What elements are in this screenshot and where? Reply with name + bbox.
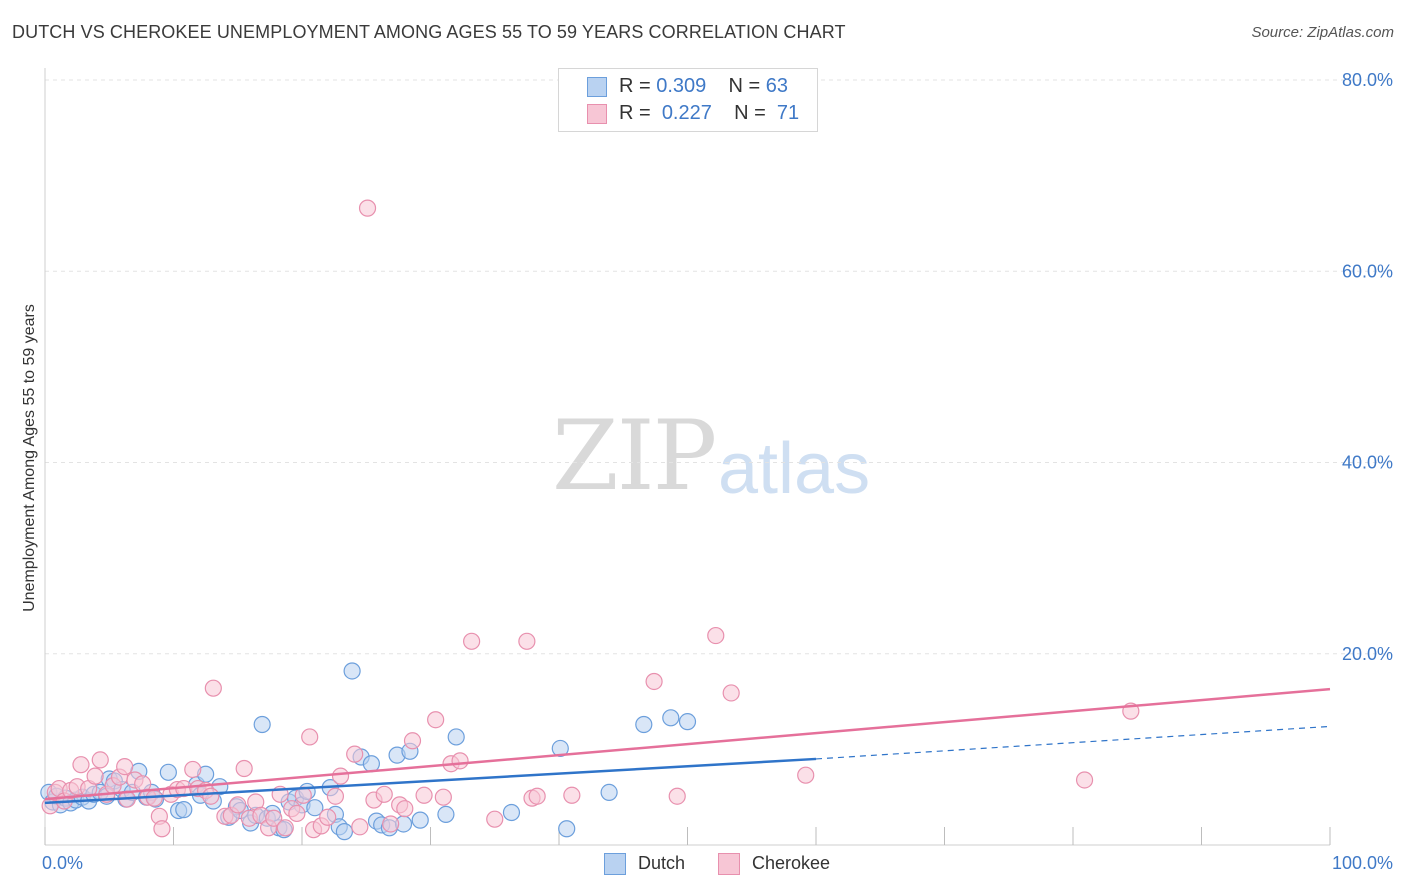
legend-n-label: N = [734, 102, 772, 124]
dutch-point [159, 763, 177, 781]
legend-n-value-dutch: 63 [765, 75, 789, 97]
cherokee-point [415, 786, 433, 804]
cherokee-point [668, 787, 686, 805]
series-legend-label-dutch: Dutch [638, 853, 686, 873]
cherokee-point [72, 756, 90, 774]
legend-swatch-dutch [587, 77, 607, 97]
dutch-point [678, 713, 697, 731]
cherokee-point [518, 632, 536, 650]
dutch-point [175, 801, 193, 819]
cherokee-point [434, 788, 452, 806]
x-tick-label: 0.0% [42, 853, 83, 873]
cherokee-trend-line [44, 687, 1331, 801]
cherokee-point [288, 804, 306, 823]
y-axis-label: Unemployment Among Ages 55 to 59 years [21, 304, 38, 612]
y-tick-label: 80.0% [1342, 70, 1393, 90]
series-swatch-cherokee [718, 853, 740, 875]
cherokee-point [396, 800, 414, 818]
cherokee-point [276, 819, 294, 837]
cherokee-point [707, 626, 725, 645]
cherokee-point [184, 760, 202, 779]
dutch-point [447, 728, 465, 746]
legend-n-value-cherokee: 71 [776, 102, 800, 124]
cherokee-point [486, 810, 504, 828]
legend-r-label: R = [619, 102, 657, 124]
cherokee-point [265, 809, 283, 827]
cherokee-point [91, 751, 109, 769]
correlation-legend: R = 0.309 N = 63 R = 0.227 N = 71 [558, 68, 818, 132]
cherokee-point [229, 796, 247, 814]
x-tick-label: 100.0% [1332, 853, 1393, 873]
dutch-point [437, 805, 455, 824]
cherokee-point [1075, 771, 1094, 789]
source-credit: Source: ZipAtlas.com [1251, 24, 1394, 41]
cherokee-point [319, 808, 337, 826]
cherokee-point [235, 759, 253, 778]
dutch-point [600, 783, 618, 802]
watermark-atlas: atlas [718, 429, 871, 509]
y-tick-label: 20.0% [1342, 644, 1393, 664]
watermark-zip: ZIP [552, 400, 717, 512]
cherokee-point [331, 767, 350, 785]
legend-swatch-cherokee [587, 104, 607, 124]
cherokee-point [463, 632, 481, 650]
cherokee-point [451, 752, 469, 770]
legend-r-value-cherokee: 0.227 [661, 102, 712, 124]
series-legend-label-cherokee: Cherokee [752, 853, 831, 873]
dutch-point [662, 709, 680, 727]
cherokee-point [86, 767, 104, 785]
y-tick-label: 40.0% [1342, 453, 1393, 473]
cherokee-point [116, 757, 134, 776]
cherokee-point [382, 815, 400, 833]
dutch-point [635, 715, 653, 734]
cherokee-point [204, 679, 222, 697]
dutch-point [306, 799, 324, 817]
series-swatch-dutch [604, 853, 626, 875]
cherokee-point [563, 786, 581, 804]
dutch-point [253, 715, 271, 734]
cherokee-point [358, 199, 377, 217]
dutch-point [335, 823, 354, 841]
cherokee-point [722, 684, 740, 702]
cherokee-point [427, 711, 445, 729]
dutch-point [551, 739, 569, 758]
cherokee-point [153, 820, 171, 838]
legend-r-label: R = [619, 75, 657, 97]
y-tick-label: 60.0% [1342, 261, 1393, 281]
dutch-point [343, 662, 361, 680]
dutch-trend-line [44, 757, 817, 805]
dutch-trend-extension [815, 725, 1331, 760]
dutch-point [411, 811, 429, 829]
legend-r-value-dutch: 0.309 [656, 75, 707, 97]
dutch-point [502, 803, 521, 822]
cherokee-point [326, 787, 345, 805]
cherokee-point [528, 787, 546, 805]
dutch-point [558, 820, 576, 838]
cherokee-point [645, 672, 663, 691]
cherokee-point [346, 745, 364, 763]
cherokee-point [797, 766, 815, 784]
dutch-point [362, 755, 380, 773]
cherokee-point [351, 818, 369, 836]
cherokee-point [301, 728, 319, 746]
cherokee-point [403, 732, 422, 750]
legend-n-label: N = [728, 75, 766, 97]
cherokee-point [375, 785, 393, 803]
chart-title: DUTCH VS CHEROKEE UNEMPLOYMENT AMONG AGE… [12, 22, 846, 42]
cherokee-point [202, 787, 220, 805]
